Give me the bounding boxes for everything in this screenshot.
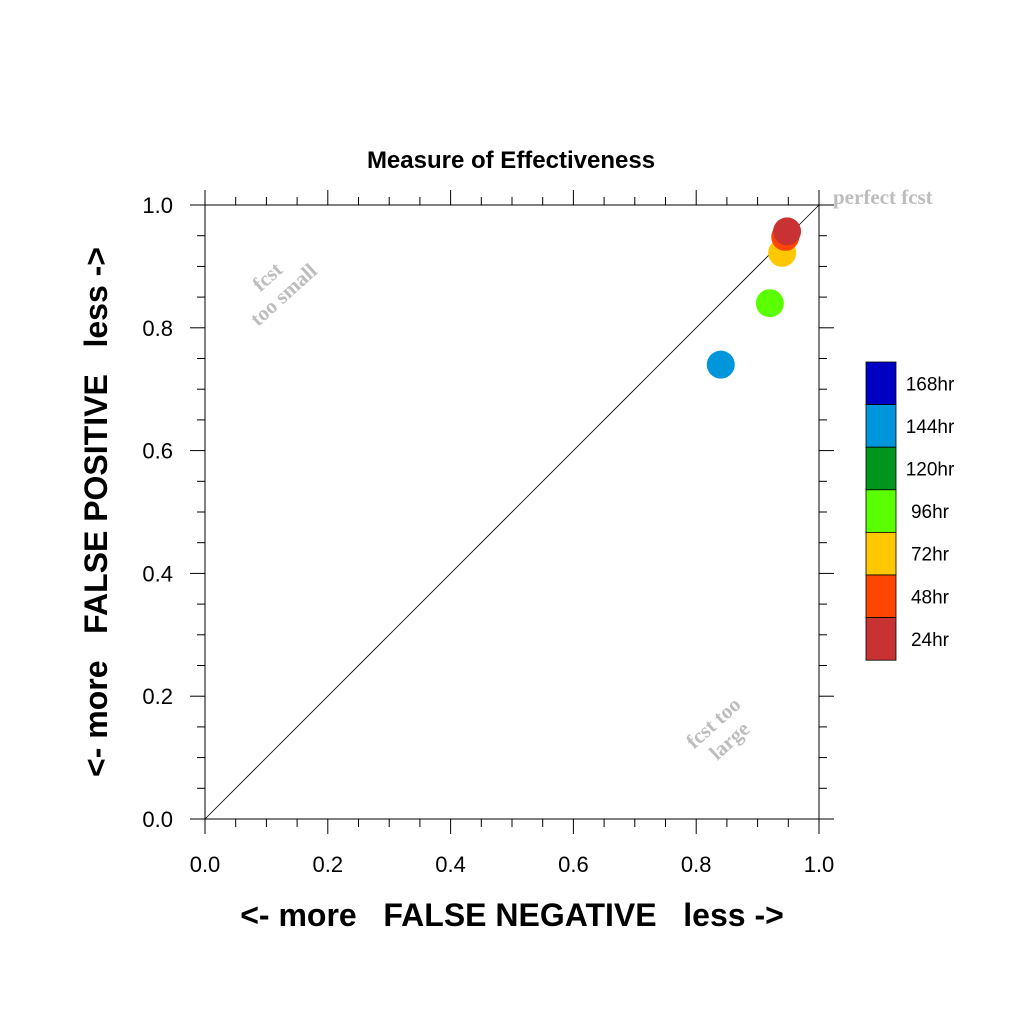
legend-swatch-168hr	[865, 361, 897, 405]
axis-ticks	[190, 190, 834, 834]
x-tick-label: 1.0	[804, 852, 835, 877]
x-tick-label: 0.4	[435, 852, 466, 877]
chart-title: Measure of Effectiveness	[367, 147, 655, 174]
legend-label-120hr: 120hr	[906, 460, 955, 481]
x-tick-label: 0.2	[313, 852, 344, 877]
point-96hr	[755, 289, 784, 318]
data-points	[706, 217, 802, 379]
legend-label-24hr: 24hr	[911, 630, 950, 651]
point-24hr	[773, 217, 802, 246]
axis-tick-labels: 0.0 0.2 0.4 0.6 0.8 1.0 0.0 0.2 0.4 0.6 0.8 1.0	[142, 193, 834, 877]
legend-label-168hr: 168hr	[906, 374, 955, 395]
x-tick-label: 0.8	[681, 852, 712, 877]
y-tick-label: 0.6	[142, 439, 173, 464]
y-tick-label: 0.4	[142, 561, 173, 586]
legend-swatch-144hr	[865, 404, 897, 448]
annotation-perfect-fcst: perfect fcst	[833, 185, 933, 209]
legend-label-72hr: 72hr	[911, 545, 950, 566]
legend-label-144hr: 144hr	[906, 417, 955, 438]
y-tick-label: 0.2	[142, 684, 173, 709]
legend-label-48hr: 48hr	[911, 587, 950, 608]
legend-swatch-72hr	[865, 532, 897, 576]
legend-label-96hr: 96hr	[911, 502, 950, 523]
point-144hr	[706, 350, 735, 379]
legend: 168hr 144hr 120hr 96hr 72hr 48hr 24hr	[865, 361, 955, 661]
y-axis-label: <- more FALSE POSITIVE less ->	[78, 247, 114, 777]
perfect-diagonal	[204, 204, 820, 820]
annotation-too-large: fcst too large	[681, 692, 754, 765]
y-tick-label: 0.0	[142, 807, 173, 832]
annotation-too-small: fcst too small	[245, 257, 321, 330]
y-tick-label: 1.0	[142, 193, 173, 218]
legend-swatch-120hr	[865, 446, 897, 491]
y-tick-label: 0.8	[142, 316, 173, 341]
x-tick-label: 0.6	[558, 852, 589, 877]
x-axis-label: <- more FALSE NEGATIVE less ->	[240, 897, 784, 933]
legend-swatch-48hr	[865, 574, 897, 618]
legend-swatch-24hr	[865, 617, 897, 661]
legend-swatch-96hr	[865, 489, 897, 533]
x-tick-label: 0.0	[190, 852, 221, 877]
plot-area: 0.0 0.2 0.4 0.6 0.8 1.0 0.0 0.2 0.4 0.6 0.8 1.0	[142, 190, 834, 877]
